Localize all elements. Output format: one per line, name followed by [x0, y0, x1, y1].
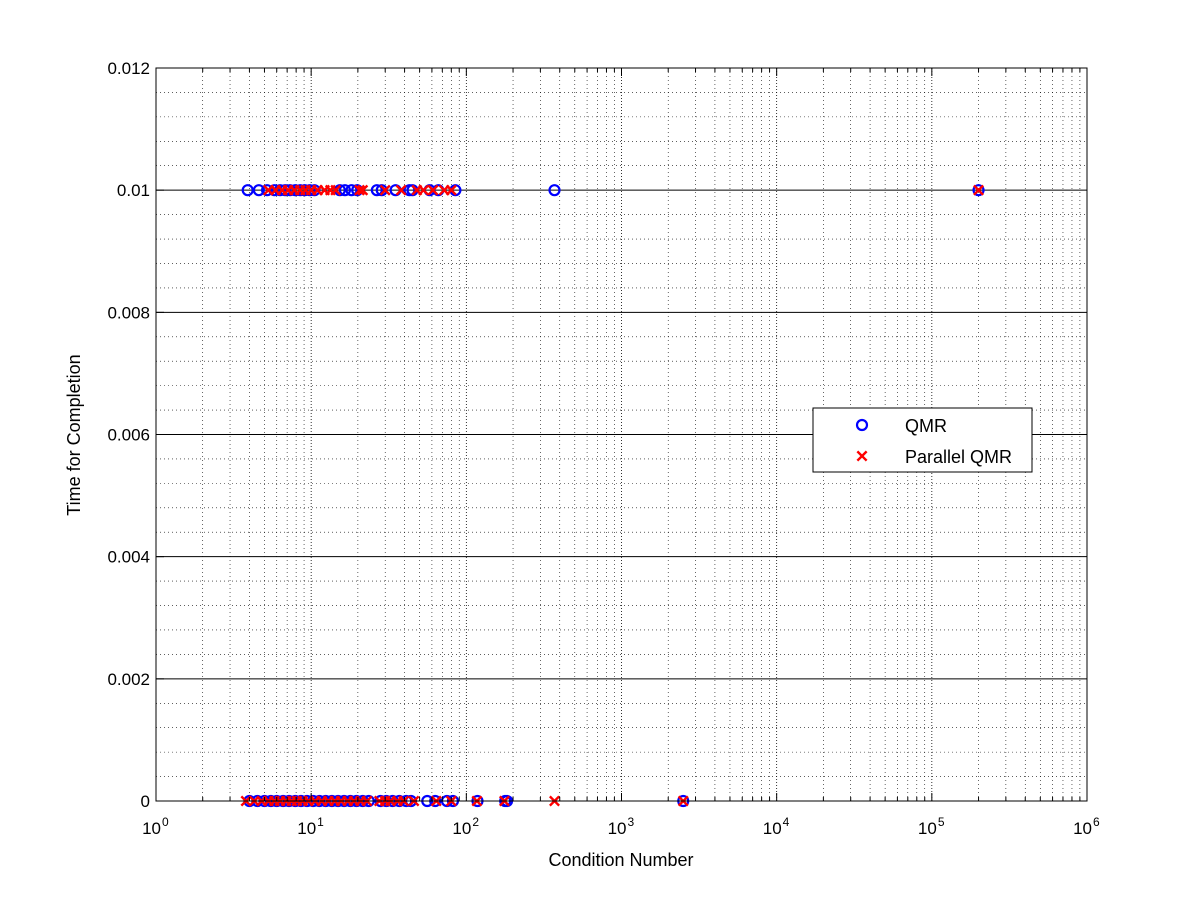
x-tick-label: 10 0 [142, 815, 169, 838]
qmr-point [345, 184, 358, 197]
legend-label-parallel-qmr: Parallel QMR [905, 447, 1012, 467]
parallel-qmr-point [262, 184, 274, 196]
parallel-qmr-point [379, 184, 391, 196]
x-tick-label: 10 1 [297, 815, 324, 838]
qmr-point [370, 184, 383, 197]
x-axis-label: Condition Number [548, 850, 693, 870]
x-tick-exponent: 5 [938, 815, 945, 829]
x-tick-exponent: 4 [783, 815, 790, 829]
y-tick-label: 0.004 [107, 548, 150, 567]
y-tick-label: 0.01 [117, 181, 150, 200]
x-tick-label: 10 5 [918, 815, 945, 838]
x-tick-base: 10 [1073, 819, 1092, 838]
x-tick-label: 10 4 [763, 815, 790, 838]
parallel-qmr-point [395, 184, 407, 196]
x-tick-label: 10 2 [452, 815, 479, 838]
x-tick-base: 10 [918, 819, 937, 838]
qmr-point [548, 184, 561, 197]
parallel-qmr-point [312, 184, 324, 196]
series-parallel-qmr [240, 184, 985, 807]
x-tick-exponent: 3 [628, 815, 635, 829]
parallel-qmr-point [973, 184, 985, 196]
parallel-qmr-point [330, 184, 342, 196]
legend-marker-circle [855, 418, 869, 432]
qmr-point [308, 184, 321, 197]
y-axis-label: Time for Completion [64, 354, 84, 515]
parallel-qmr-point [438, 184, 450, 196]
qmr-point [260, 184, 274, 197]
x-tick-exponent: 1 [317, 815, 324, 829]
legend-marker-parallel-qmr [856, 450, 868, 462]
parallel-qmr-point [418, 184, 430, 196]
parallel-qmr-point [357, 184, 369, 196]
x-tick-exponent: 0 [162, 815, 169, 829]
legend-label-qmr: QMR [905, 416, 947, 436]
legend-marker-qmr [855, 418, 869, 432]
x-tick-exponent: 6 [1093, 815, 1100, 829]
y-tick-label: 0.002 [107, 670, 150, 689]
parallel-qmr-point [445, 184, 457, 196]
x-tick-base: 10 [142, 819, 161, 838]
x-tick-base: 10 [452, 819, 471, 838]
x-tick-label: 10 6 [1073, 815, 1100, 838]
y-tick-label: 0.012 [107, 59, 150, 78]
qmr-point [972, 184, 985, 197]
parallel-qmr-point [427, 184, 439, 196]
axis-ticks [155, 67, 1088, 802]
x-tick-base: 10 [608, 819, 627, 838]
series-qmr [241, 184, 985, 808]
y-tick-label: 0 [141, 792, 150, 811]
x-tick-label: 10 3 [608, 815, 635, 838]
y-tick-label: 0.006 [107, 426, 150, 445]
qmr-point [252, 184, 265, 197]
legend-box [812, 407, 1033, 473]
qmr-point [241, 184, 254, 197]
y-tick-label: 0.008 [107, 303, 150, 322]
parallel-qmr-point [354, 184, 366, 196]
qmr-point [338, 184, 352, 197]
x-tick-base: 10 [297, 819, 316, 838]
legend-marker-cross [856, 450, 868, 462]
x-tick-exponent: 2 [472, 815, 479, 829]
x-tick-base: 10 [763, 819, 782, 838]
legend: QMR Parallel QMR [812, 407, 1033, 473]
data-points [240, 184, 985, 808]
